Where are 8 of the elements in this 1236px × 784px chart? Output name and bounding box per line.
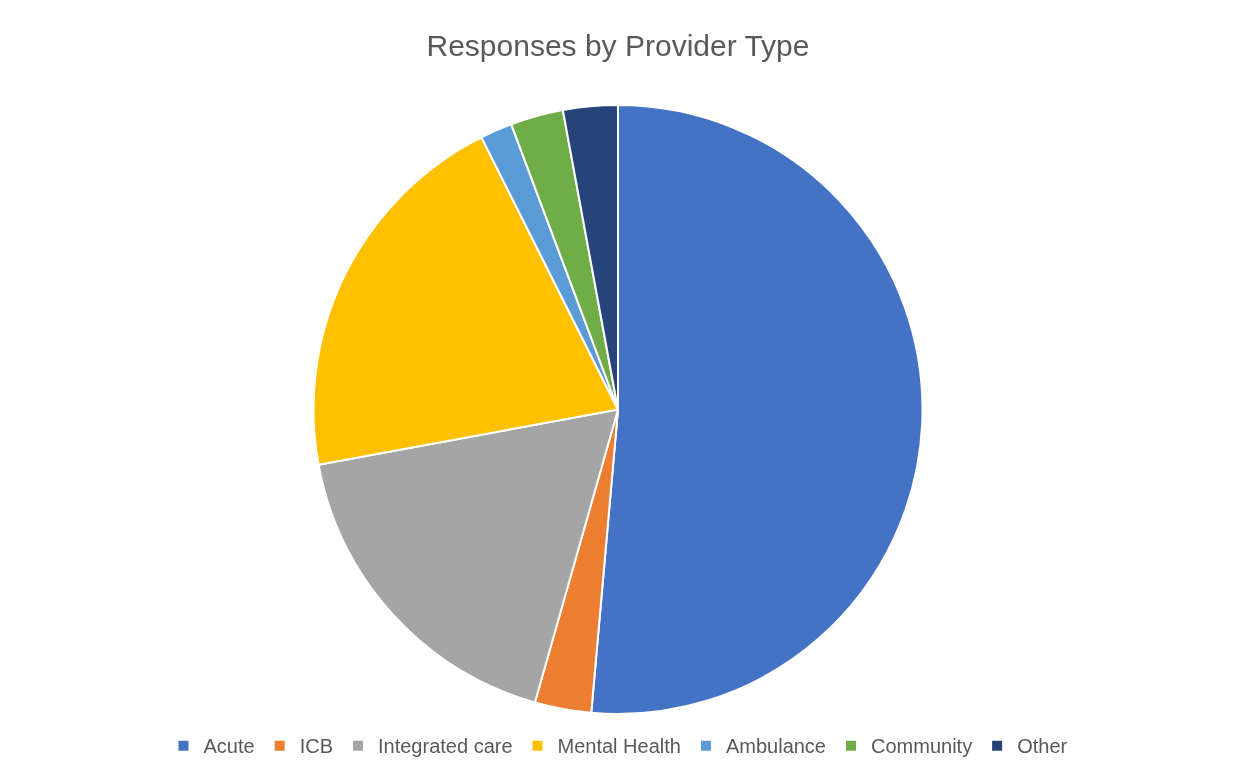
legend-label: Acute <box>203 735 255 758</box>
legend-label: Mental Health <box>557 735 681 758</box>
legend-label: Integrated care <box>378 735 513 758</box>
legend-label: ICB <box>299 735 333 758</box>
legend-label: Ambulance <box>725 735 826 758</box>
legend-label: Other <box>1017 735 1068 758</box>
chart-title: Responses by Provider Type <box>426 29 810 63</box>
legend-label: Community <box>871 735 973 758</box>
